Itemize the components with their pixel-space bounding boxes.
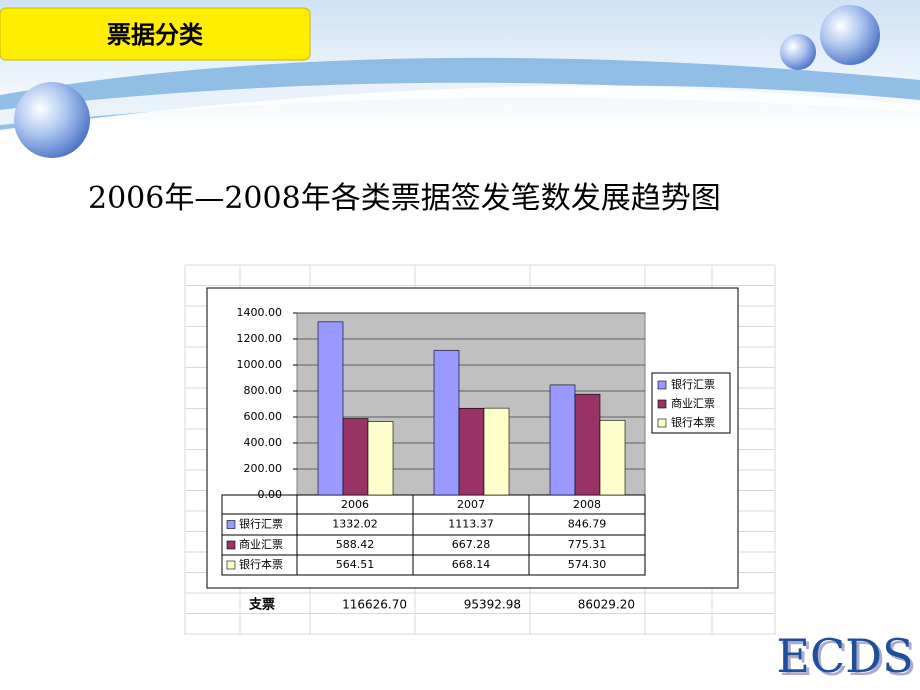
x-tick-label: 2006: [341, 498, 369, 511]
bar: [433, 349, 460, 496]
legend-label: 商业汇票: [671, 396, 715, 410]
table-key: [226, 540, 236, 550]
y-tick-label: 200.00: [244, 462, 283, 475]
cheque-value: 116626.70: [342, 598, 407, 612]
cheque-value: 86029.20: [578, 598, 635, 612]
swoosh: [0, 57, 920, 130]
table-value: 1332.02: [332, 518, 378, 531]
table-series-name: 商业汇票: [239, 537, 283, 551]
x-tick-label: 2007: [457, 498, 485, 511]
table-value: 668.14: [452, 558, 491, 571]
table-key: [226, 520, 236, 529]
table-series-name: 银行汇票: [239, 517, 283, 531]
bar: [599, 420, 626, 496]
bar: [317, 321, 344, 496]
chart-title: 2006年—2008年各类票据签发笔数发展趋势图: [88, 181, 721, 216]
y-tick-label: 1400.00: [237, 306, 283, 319]
header-title: 票据分类: [107, 21, 204, 49]
table-value: 588.42: [336, 538, 375, 551]
bar: [483, 407, 510, 496]
table-value: 564.51: [336, 558, 375, 571]
table-key: [226, 560, 236, 570]
y-tick-label: 1200.00: [237, 332, 283, 345]
cheque-label: 支票: [248, 597, 275, 613]
bar: [549, 384, 576, 496]
table-value: 667.28: [452, 538, 491, 551]
bar: [342, 418, 369, 496]
header-tag: [0, 7, 311, 61]
sphere: [820, 5, 880, 65]
y-tick-label: 600.00: [244, 410, 283, 423]
legend-key: [657, 399, 667, 409]
bar: [458, 407, 485, 496]
bar: [574, 393, 601, 496]
legend-key: [657, 418, 667, 428]
bar: [367, 421, 394, 496]
logo: ECDS: [776, 629, 913, 683]
y-tick-label: 800.00: [244, 384, 283, 397]
x-tick-label: 2008: [573, 498, 601, 511]
y-tick-label: 400.00: [244, 436, 283, 449]
cheque-value: 95392.98: [464, 598, 521, 612]
table-series-name: 银行本票: [239, 557, 283, 571]
table-value: 846.79: [568, 518, 607, 531]
table-value: 775.31: [568, 538, 607, 551]
table-value: 574.30: [568, 558, 607, 571]
y-tick-label: 1000.00: [237, 358, 283, 371]
legend-label: 银行本票: [671, 415, 715, 429]
legend-key: [657, 380, 667, 390]
swoosh: [0, 82, 920, 125]
logo-shadow: ECDS: [779, 632, 916, 686]
sphere: [780, 34, 816, 70]
legend-label: 银行汇票: [671, 377, 715, 391]
table-value: 1113.37: [448, 518, 494, 531]
sphere: [14, 82, 90, 158]
